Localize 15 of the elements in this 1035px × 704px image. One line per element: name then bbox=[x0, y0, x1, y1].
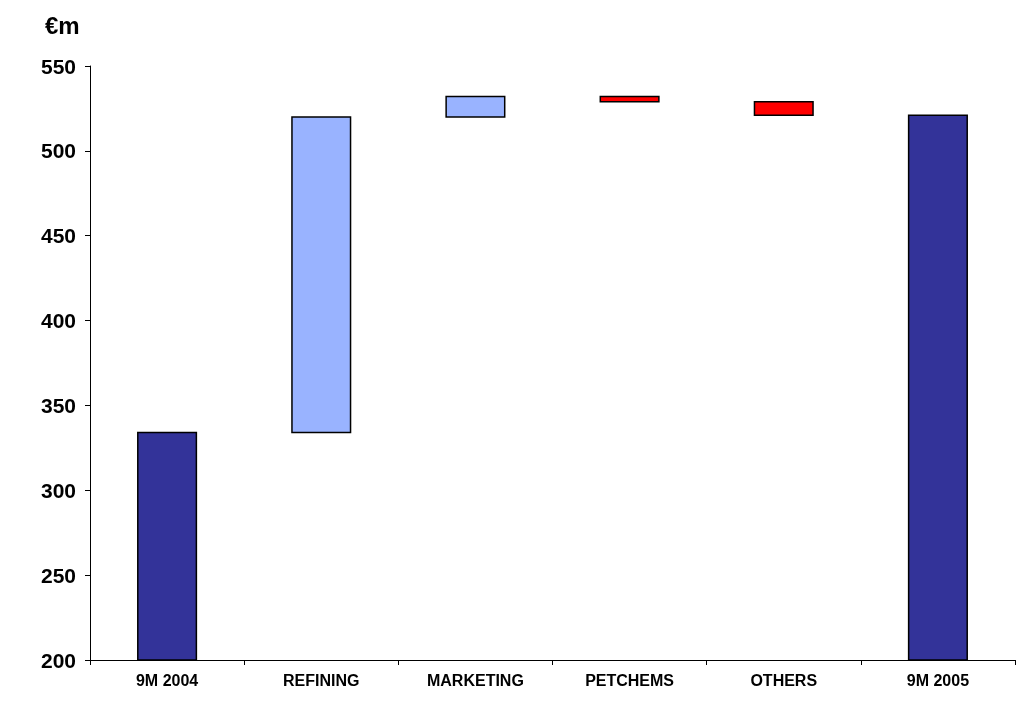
y-tick-label: 250 bbox=[40, 563, 76, 587]
x-tick-label: 9M 2004 bbox=[135, 671, 199, 689]
y-tick-label: 500 bbox=[40, 139, 76, 163]
x-tick-label: PETCHEMS bbox=[585, 671, 675, 689]
y-tick-label: 450 bbox=[40, 224, 76, 248]
x-tick-label: REFINING bbox=[283, 671, 360, 689]
y-tick-label: 350 bbox=[40, 393, 76, 417]
y-axis-title: €m bbox=[45, 11, 80, 39]
y-tick-label: 300 bbox=[40, 478, 76, 502]
y-tick-label: 200 bbox=[40, 648, 76, 672]
y-tick-label: 550 bbox=[40, 54, 76, 78]
x-tick-label: MARKETING bbox=[426, 671, 524, 689]
y-tick-label: 400 bbox=[40, 309, 76, 333]
x-tick-label: 9M 2005 bbox=[906, 671, 970, 689]
x-tick-label: OTHERS bbox=[750, 671, 818, 689]
